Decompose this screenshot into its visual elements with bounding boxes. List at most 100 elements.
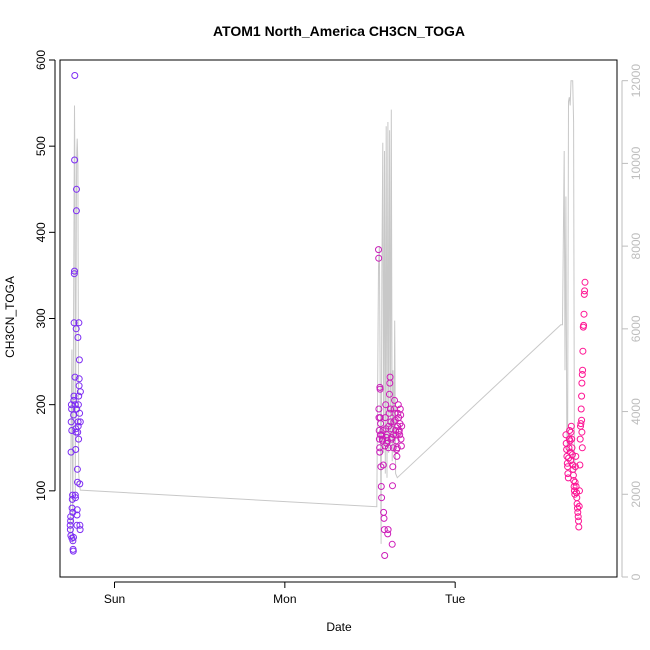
data-point <box>375 405 383 413</box>
data-point <box>74 334 82 341</box>
y2-series-line <box>69 80 576 544</box>
line-series <box>69 80 576 544</box>
data-point <box>575 517 582 525</box>
data-point <box>388 540 396 548</box>
data-point <box>377 420 385 428</box>
data-point <box>580 290 588 298</box>
data-point <box>75 356 83 364</box>
data-point <box>567 428 575 436</box>
data-point <box>578 371 586 378</box>
x-tick-label: Sun <box>104 592 125 606</box>
y2-axis: 0 2000 4000 6000 8000 10000 12000 <box>621 64 643 580</box>
y-tick-label: 500 <box>34 136 48 156</box>
data-point <box>578 444 586 452</box>
data-point <box>384 530 392 538</box>
y-axis: 100 200 300 400 500 600 <box>34 50 56 501</box>
data-point <box>71 491 79 499</box>
data-point <box>577 420 585 428</box>
data-point <box>76 418 84 426</box>
data-point <box>380 526 388 534</box>
data-point <box>70 319 78 327</box>
data-point <box>576 435 584 443</box>
data-point <box>392 437 400 445</box>
y2-tick-label: 2000 <box>629 481 643 508</box>
data-point <box>74 401 82 409</box>
data-point <box>69 537 77 545</box>
data-point <box>76 480 84 488</box>
data-point <box>383 437 391 445</box>
data-point <box>579 366 587 374</box>
data-point <box>73 465 81 473</box>
data-point <box>569 471 577 479</box>
data-point <box>375 246 382 254</box>
data-point <box>73 506 81 514</box>
data-point <box>73 185 80 193</box>
data-point <box>71 156 79 164</box>
data-point <box>381 414 389 422</box>
data-point <box>567 457 575 465</box>
y-axis-label: CH3CN_TOGA <box>3 276 17 358</box>
data-point <box>377 483 385 490</box>
data-point <box>76 521 84 529</box>
data-point <box>75 435 83 443</box>
y2-tick-label: 10000 <box>629 146 643 180</box>
data-point <box>70 270 78 278</box>
data-point <box>389 463 397 471</box>
data-point <box>566 437 574 445</box>
data-point <box>575 502 583 510</box>
data-point <box>71 401 79 409</box>
data-point <box>376 448 384 456</box>
data-point <box>568 444 576 452</box>
data-point <box>379 461 387 469</box>
data-point <box>581 287 589 295</box>
data-point <box>571 478 579 486</box>
data-point <box>68 405 76 413</box>
data-point <box>579 347 587 355</box>
data-point <box>570 483 578 490</box>
y2-tick-label: 4000 <box>629 398 643 425</box>
data-point <box>385 390 393 398</box>
data-point <box>382 401 390 409</box>
y-tick-label: 400 <box>34 222 48 242</box>
data-point <box>75 392 83 400</box>
data-point <box>397 411 405 419</box>
data-point <box>574 513 582 521</box>
y2-tick-label: 8000 <box>629 232 643 259</box>
data-point <box>578 392 586 400</box>
data-point <box>388 435 396 443</box>
data-point <box>572 452 580 460</box>
plot-frame <box>59 59 618 578</box>
data-point <box>74 418 82 426</box>
data-point <box>70 533 77 541</box>
data-point <box>74 422 82 430</box>
y-tick-label: 300 <box>34 308 48 328</box>
data-point <box>73 511 81 519</box>
y-tick-label: 100 <box>34 481 48 501</box>
data-point <box>567 422 575 430</box>
data-point <box>70 392 78 400</box>
y2-tick-label: 6000 <box>629 315 643 342</box>
data-point <box>384 444 392 452</box>
data-point <box>71 72 79 79</box>
chart-title: ATOM1 North_America CH3CN_TOGA <box>213 23 465 39</box>
x-axis-label: Date <box>326 620 352 634</box>
data-point <box>72 325 80 333</box>
data-point <box>381 552 389 559</box>
data-point <box>390 418 398 426</box>
data-point <box>72 207 80 215</box>
data-point <box>580 321 588 329</box>
data-point <box>75 382 83 390</box>
data-point <box>396 431 404 439</box>
data-point <box>71 267 78 275</box>
data-point <box>570 487 578 495</box>
data-point <box>387 425 395 433</box>
data-point <box>392 427 400 434</box>
data-point <box>66 521 74 529</box>
data-point <box>75 375 83 383</box>
data-point <box>376 385 384 393</box>
data-point <box>387 418 395 426</box>
data-point <box>578 428 586 436</box>
scatter-series <box>66 72 589 559</box>
data-point <box>76 526 84 534</box>
data-point <box>384 526 392 534</box>
